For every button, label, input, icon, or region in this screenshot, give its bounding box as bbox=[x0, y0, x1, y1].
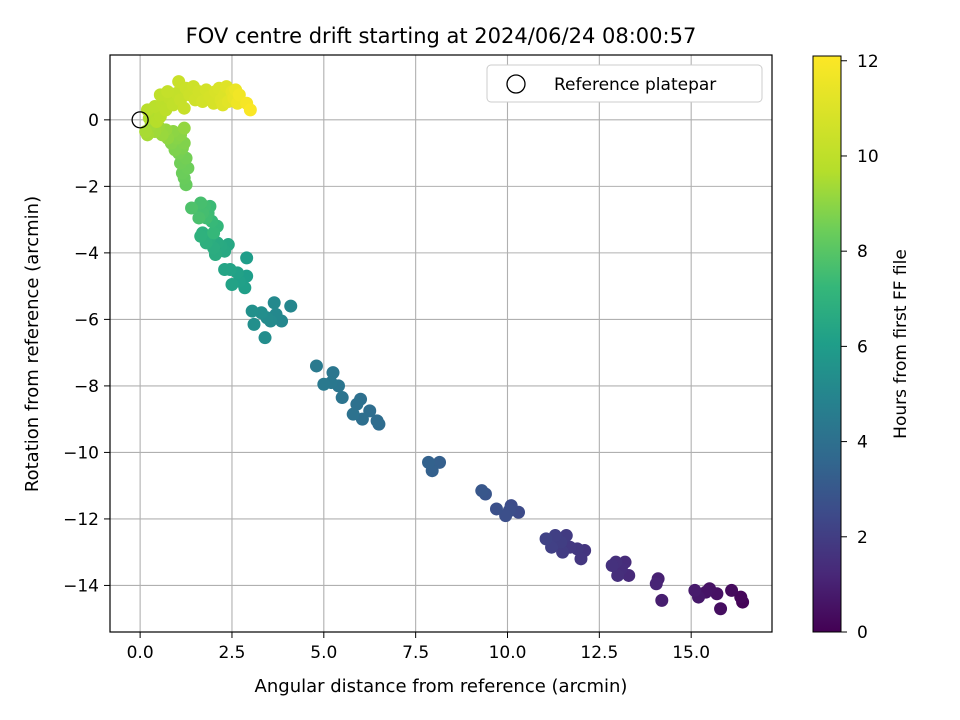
y-tick-label: −6 bbox=[74, 310, 99, 330]
y-tick-label: 0 bbox=[88, 111, 99, 131]
chart-title: FOV centre drift starting at 2024/06/24 … bbox=[186, 24, 697, 48]
data-point bbox=[326, 366, 340, 380]
colorbar-ticks: 0 2 4 6 8 10 12 bbox=[841, 52, 879, 643]
data-point bbox=[267, 296, 281, 310]
data-point bbox=[218, 263, 232, 277]
data-point bbox=[346, 407, 360, 421]
y-tick-label: −2 bbox=[74, 177, 99, 197]
data-point bbox=[240, 251, 254, 265]
data-point bbox=[433, 455, 447, 469]
data-point bbox=[177, 121, 191, 135]
x-tick-label: 2.5 bbox=[218, 643, 245, 663]
data-point bbox=[245, 304, 259, 318]
colorbar-label: Hours from first FF file bbox=[891, 249, 911, 439]
data-point bbox=[363, 404, 377, 418]
legend-marker bbox=[506, 74, 526, 94]
data-point bbox=[192, 211, 206, 225]
x-tick-label: 15.0 bbox=[672, 643, 710, 663]
data-point bbox=[177, 101, 191, 115]
data-point bbox=[605, 558, 619, 572]
data-point bbox=[714, 602, 728, 616]
data-point bbox=[539, 532, 553, 546]
x-axis-label: Angular distance from reference (arcmin) bbox=[255, 676, 628, 697]
y-axis-ticks: 0 −2 −4 −6 −8 −10 −12 −14 bbox=[63, 111, 110, 596]
data-point bbox=[247, 317, 261, 331]
data-point bbox=[574, 552, 588, 566]
x-tick-label: 7.5 bbox=[402, 643, 429, 663]
x-tick-label: 0.0 bbox=[127, 643, 154, 663]
legend-box bbox=[486, 64, 763, 103]
x-axis-ticks: 0.0 2.5 5.0 7.5 10.0 12.5 15.0 bbox=[127, 632, 710, 663]
data-point bbox=[688, 583, 702, 597]
y-tick-label: −14 bbox=[63, 576, 99, 596]
legend: Reference platepar bbox=[486, 64, 763, 103]
x-tick-label: 12.5 bbox=[580, 643, 618, 663]
data-point bbox=[194, 229, 208, 243]
colorbar bbox=[812, 55, 842, 633]
data-point bbox=[350, 397, 364, 411]
data-point bbox=[232, 88, 246, 102]
y-axis-label: Rotation from reference (arcmin) bbox=[22, 196, 43, 492]
data-point bbox=[649, 577, 663, 591]
colorbar-tick-label: 0 bbox=[857, 623, 868, 643]
data-point bbox=[309, 359, 323, 373]
colorbar-tick-label: 4 bbox=[857, 433, 868, 453]
data-point bbox=[734, 590, 748, 604]
data-point bbox=[258, 331, 272, 345]
plot-frame bbox=[109, 54, 773, 633]
data-point bbox=[243, 103, 257, 117]
data-point bbox=[335, 391, 349, 405]
data-point bbox=[139, 124, 153, 138]
data-point bbox=[317, 377, 331, 391]
data-points bbox=[139, 75, 750, 616]
data-point bbox=[422, 455, 436, 469]
y-tick-label: −10 bbox=[63, 443, 99, 463]
data-point bbox=[655, 593, 669, 607]
colorbar-tick-label: 8 bbox=[857, 242, 868, 262]
data-point bbox=[499, 509, 513, 523]
colorbar-tick-label: 6 bbox=[857, 337, 868, 357]
data-point bbox=[207, 226, 221, 240]
data-point bbox=[556, 545, 570, 559]
y-tick-label: −4 bbox=[74, 244, 99, 264]
data-point bbox=[489, 502, 503, 516]
colorbar-tick-label: 12 bbox=[857, 52, 879, 72]
y-tick-label: −8 bbox=[74, 377, 99, 397]
data-point bbox=[284, 299, 298, 313]
data-point bbox=[185, 201, 199, 215]
colorbar-tick-label: 2 bbox=[857, 528, 868, 548]
legend-label: Reference platepar bbox=[554, 75, 716, 95]
grid-lines bbox=[110, 55, 772, 632]
data-point bbox=[370, 414, 384, 428]
y-tick-label: −12 bbox=[63, 510, 99, 530]
x-tick-label: 5.0 bbox=[310, 643, 337, 663]
data-point bbox=[611, 568, 625, 582]
data-point bbox=[725, 583, 739, 597]
data-point bbox=[161, 85, 175, 99]
data-point bbox=[475, 484, 489, 498]
x-tick-label: 10.0 bbox=[489, 643, 527, 663]
data-point bbox=[225, 277, 239, 291]
colorbar-tick-label: 10 bbox=[857, 147, 879, 167]
reference-platepar-marker bbox=[131, 111, 149, 129]
